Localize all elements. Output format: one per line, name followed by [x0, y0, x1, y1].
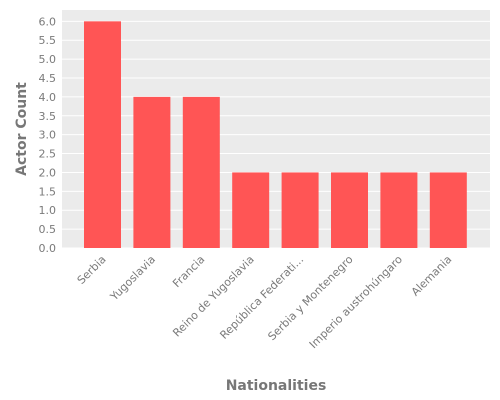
- y-tick-label: 4.0: [39, 91, 57, 104]
- y-axis-title: Actor Count: [14, 82, 30, 176]
- bar-series: [84, 21, 467, 249]
- x-tick-label: Serbia: [75, 253, 109, 287]
- bar: [133, 96, 171, 248]
- y-tick-label: 1.0: [39, 204, 57, 217]
- x-tick-label: República Federati...: [217, 253, 306, 342]
- y-tick-label: 2.5: [39, 148, 57, 161]
- bar: [182, 96, 220, 248]
- x-tick-label: Yugoslavia: [107, 253, 158, 304]
- x-tick-label: Serbia y Montenegro: [265, 253, 355, 343]
- y-tick-label: 5.0: [39, 53, 57, 66]
- bar: [232, 172, 270, 248]
- bar: [331, 172, 368, 248]
- y-tick-label: 6.0: [39, 15, 57, 28]
- bar: [84, 21, 121, 249]
- x-tick-label: Francia: [170, 253, 207, 290]
- x-tick-label: Imperio austrohúngaro: [307, 253, 405, 351]
- y-tick-label: 3.5: [39, 110, 57, 123]
- y-tick-label: 3.0: [39, 129, 57, 142]
- y-tick-label: 4.5: [39, 72, 57, 85]
- y-tick-label: 0.5: [39, 223, 57, 236]
- x-axis-title: Nationalities: [226, 378, 327, 394]
- y-tick-label: 1.5: [39, 185, 57, 198]
- x-tick-label: Reino de Yugoslavia: [170, 253, 257, 340]
- y-axis-ticks: 0.0 0.5 1.0 1.5 2.0 2.5 3.0 3.5 4.0 4.5 5.0 5.5 6.0: [39, 15, 57, 255]
- y-tick-label: 0.0: [39, 242, 57, 255]
- x-tick-label: Alemania: [409, 253, 455, 299]
- y-tick-label: 2.0: [39, 166, 57, 179]
- bar: [380, 172, 418, 248]
- grid-lines: [62, 20, 490, 249]
- plot-background: [62, 10, 490, 248]
- bar: [429, 172, 467, 248]
- bar: [281, 172, 319, 248]
- y-tick-label: 5.5: [39, 34, 57, 47]
